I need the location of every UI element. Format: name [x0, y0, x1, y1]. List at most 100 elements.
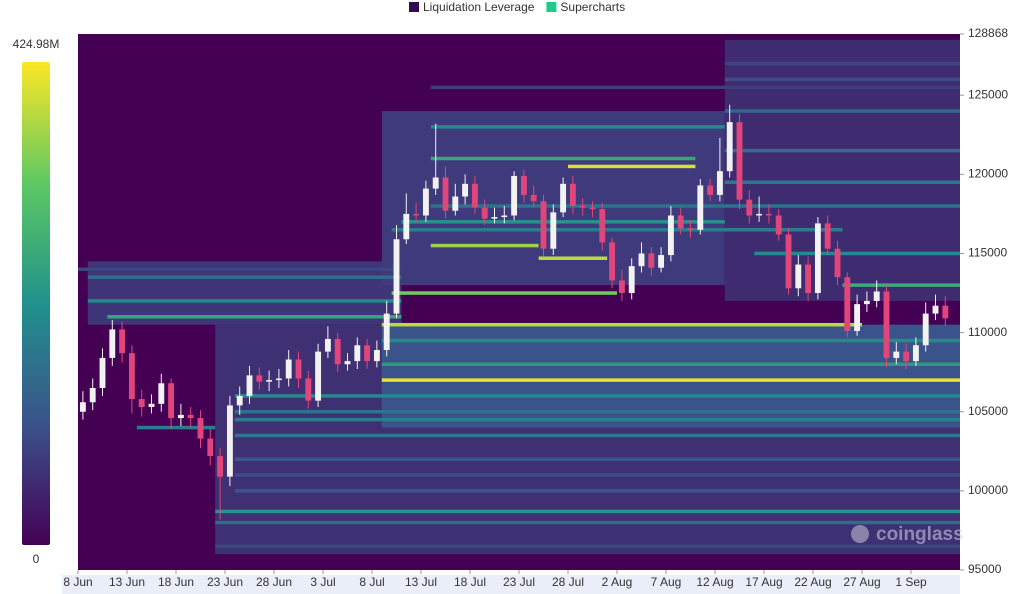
- candle-body: [89, 387, 96, 403]
- candle-body: [716, 171, 723, 195]
- plot-area: [78, 34, 961, 570]
- legend-swatch: [546, 2, 557, 12]
- heatmap-level: [87, 299, 402, 303]
- candle-body: [354, 345, 361, 362]
- heatmap-level: [215, 520, 960, 525]
- candle-body: [511, 175, 518, 216]
- candle-body: [246, 375, 253, 396]
- candle-body: [912, 345, 919, 362]
- heatmap-level: [381, 378, 960, 382]
- y-tick-label: 128868: [968, 26, 1008, 40]
- heatmap-level: [724, 61, 960, 66]
- heatmap-level: [430, 125, 725, 129]
- candle-body: [805, 264, 812, 294]
- heatmap-level: [724, 77, 960, 82]
- candle-body: [197, 418, 204, 439]
- x-tick-label: 2 Aug: [602, 575, 633, 589]
- candle-body: [854, 304, 861, 332]
- x-tick-label: 18 Jun: [158, 575, 194, 589]
- x-tick-label: 13 Jun: [109, 575, 145, 589]
- candle-body: [775, 215, 782, 235]
- candle-body: [285, 359, 292, 379]
- heatmap-zone: [724, 39, 960, 301]
- candle-body: [893, 351, 900, 358]
- heatmap-level: [724, 109, 960, 113]
- candle-body: [863, 300, 870, 305]
- candle-body: [109, 329, 116, 358]
- heatmap-level: [381, 322, 862, 327]
- x-axis-band: [62, 575, 960, 594]
- candle-body: [795, 264, 802, 289]
- heatmap-level: [234, 457, 961, 461]
- candle-body: [217, 456, 224, 477]
- candle-body: [315, 351, 322, 401]
- candle-body: [932, 305, 939, 314]
- x-tick-label: 27 Aug: [843, 575, 880, 589]
- heatmap-level: [87, 275, 402, 279]
- x-tick-label: 7 Aug: [651, 575, 682, 589]
- candle-body: [442, 177, 449, 211]
- x-tick-label: 1 Sep: [895, 575, 927, 589]
- x-tick-label: 28 Jul: [552, 575, 584, 589]
- candle-body: [550, 212, 557, 249]
- x-tick-label: 13 Jul: [405, 575, 437, 589]
- candle-body: [873, 291, 880, 301]
- candle-body: [903, 351, 910, 362]
- candle-body: [736, 122, 743, 200]
- x-tick-label: 28 Jun: [256, 575, 292, 589]
- candle-body: [99, 357, 106, 388]
- heatmap-level: [430, 204, 960, 208]
- candle-body: [589, 207, 596, 210]
- candle-body: [413, 213, 420, 216]
- heatmap-zone: [87, 261, 402, 325]
- x-tick-label: 12 Aug: [696, 575, 733, 589]
- x-tick-label: 8 Jul: [359, 575, 384, 589]
- candle-body: [128, 353, 135, 400]
- y-tick-label: 105000: [968, 404, 1008, 418]
- candle-body: [697, 185, 704, 230]
- candle-body: [883, 291, 890, 358]
- candle-body: [540, 201, 547, 249]
- candle-body: [422, 188, 429, 216]
- heatmap-level: [234, 394, 961, 398]
- x-tick-label: 8 Jun: [63, 575, 92, 589]
- colorbar: [22, 62, 50, 545]
- colorbar-min-label: 0: [33, 552, 40, 566]
- y-tick-label: 120000: [968, 167, 1008, 181]
- heatmap-level: [234, 489, 961, 493]
- candle-body: [324, 338, 331, 352]
- candle-body: [226, 405, 233, 477]
- candle-body: [256, 375, 263, 382]
- candle-body: [266, 380, 273, 382]
- heatmap-level: [78, 267, 402, 272]
- candle-body: [148, 403, 155, 407]
- candle-body: [295, 359, 302, 379]
- legend-swatch: [409, 2, 419, 12]
- heatmap-level: [136, 425, 216, 430]
- candle-body: [579, 205, 586, 208]
- heatmap-level: [215, 544, 960, 549]
- legend-label: Liquidation Leverage: [423, 0, 535, 14]
- colorbar-max-label: 424.98M: [13, 37, 60, 51]
- heatmap-level: [430, 243, 539, 248]
- candle-body: [844, 277, 851, 332]
- heatmap-level: [107, 315, 402, 319]
- heatmap-level: [391, 227, 843, 232]
- candle-body: [187, 414, 194, 419]
- y-tick-label: 100000: [968, 483, 1008, 497]
- heatmap-level: [568, 164, 696, 169]
- heatmap-level: [538, 256, 608, 260]
- x-tick-label: 23 Jun: [207, 575, 243, 589]
- heatmap-level: [215, 509, 960, 514]
- x-tick-label: 17 Aug: [745, 575, 782, 589]
- x-tick-label: 3 Jul: [310, 575, 335, 589]
- candle-body: [138, 399, 145, 407]
- candle-body: [158, 383, 165, 404]
- candle-body: [452, 196, 459, 211]
- candle-body: [618, 280, 625, 294]
- legend-label: Supercharts: [560, 0, 625, 14]
- candle-body: [667, 215, 674, 256]
- candle-body: [677, 215, 684, 229]
- heatmap-level: [234, 409, 961, 414]
- candle-body: [824, 223, 831, 249]
